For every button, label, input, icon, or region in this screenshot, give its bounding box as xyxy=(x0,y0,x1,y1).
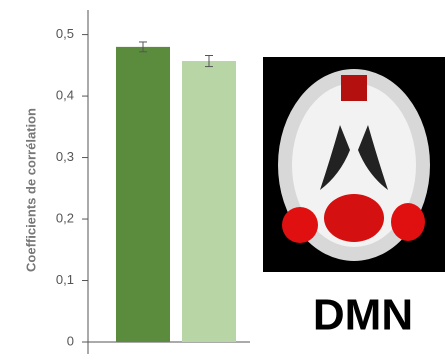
y-tick-label: 0,2 xyxy=(56,210,74,225)
y-tick-label: 0 xyxy=(67,333,74,348)
chart: Coefficients de corrélation DMN 0 0,1 0,2 0… xyxy=(0,0,445,358)
brain-image xyxy=(263,57,445,272)
y-tick-label: 0,3 xyxy=(56,149,74,164)
bar xyxy=(182,61,236,342)
bar xyxy=(116,47,170,342)
y-tick-label: 0,5 xyxy=(56,26,74,41)
y-axis-label: Coefficients de corrélation xyxy=(23,108,38,272)
y-tick-label: 0,1 xyxy=(56,272,74,287)
annotation: DMN xyxy=(313,291,413,340)
y-tick-label: 0,4 xyxy=(56,88,74,103)
